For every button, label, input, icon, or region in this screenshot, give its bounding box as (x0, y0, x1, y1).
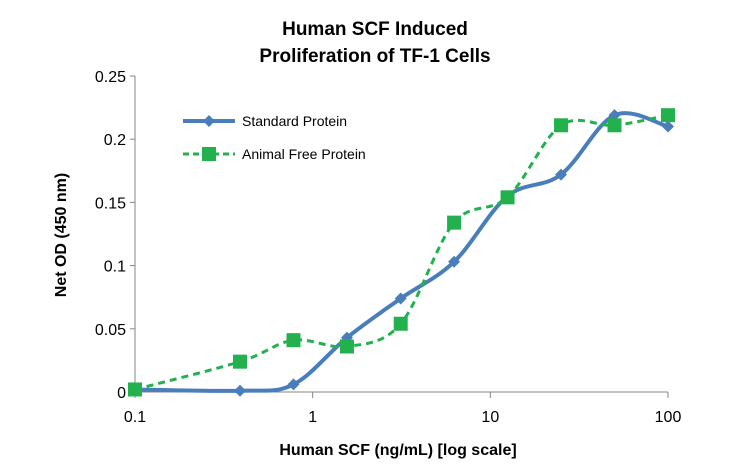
chart-title-line-2: Proliferation of TF-1 Cells (259, 46, 490, 67)
y-tick-label: 0.05 (95, 322, 126, 339)
legend-label-2: Animal Free Protein (242, 146, 366, 162)
legend: Standard Protein Animal Free Protein (183, 113, 366, 162)
y-tick-label: 0.1 (104, 259, 126, 276)
y-tick-label: 0.2 (104, 132, 126, 149)
y-tick-label: 0.25 (95, 69, 126, 86)
legend-marker-2 (202, 147, 216, 161)
data-point-series-1 (234, 384, 247, 397)
data-point-series-1 (448, 255, 461, 268)
data-point-series-2 (607, 118, 622, 133)
legend-label-1: Standard Protein (242, 113, 347, 129)
y-axis-title: Net OD (450 nm) (53, 173, 70, 297)
x-tick-label: 0.1 (124, 409, 146, 426)
chart-title-line-1: Human SCF Induced (282, 19, 468, 40)
x-tick-label: 100 (655, 409, 682, 426)
series-layer (128, 108, 675, 397)
data-point-series-2 (447, 215, 462, 230)
x-axis-title: Human SCF (ng/mL) [log scale] (279, 442, 516, 459)
tick-labels: 0 0.05 0.1 0.15 0.2 0.25 0.1 1 10 100 (95, 69, 682, 426)
data-point-series-2 (128, 382, 142, 397)
x-tick-label: 1 (308, 409, 317, 426)
data-point-series-2 (393, 316, 408, 331)
data-point-series-1 (662, 120, 674, 133)
data-point-series-1 (555, 168, 568, 181)
data-point-series-2 (661, 108, 675, 123)
data-point-series-2 (339, 339, 354, 354)
data-point-series-2 (554, 118, 569, 133)
data-point-series-1 (287, 378, 300, 391)
y-tick-label: 0.15 (95, 195, 126, 212)
data-point-series-1 (608, 109, 621, 122)
series-line-1 (133, 111, 670, 393)
series-line-2 (134, 113, 669, 391)
x-tick-label: 10 (481, 409, 499, 426)
legend-marker-1 (203, 115, 215, 127)
data-point-series-1 (394, 292, 407, 305)
data-point-series-2 (500, 190, 515, 205)
y-tick-label: 0 (117, 385, 126, 402)
data-point-series-2 (286, 333, 301, 348)
data-point-series-2 (233, 354, 248, 369)
